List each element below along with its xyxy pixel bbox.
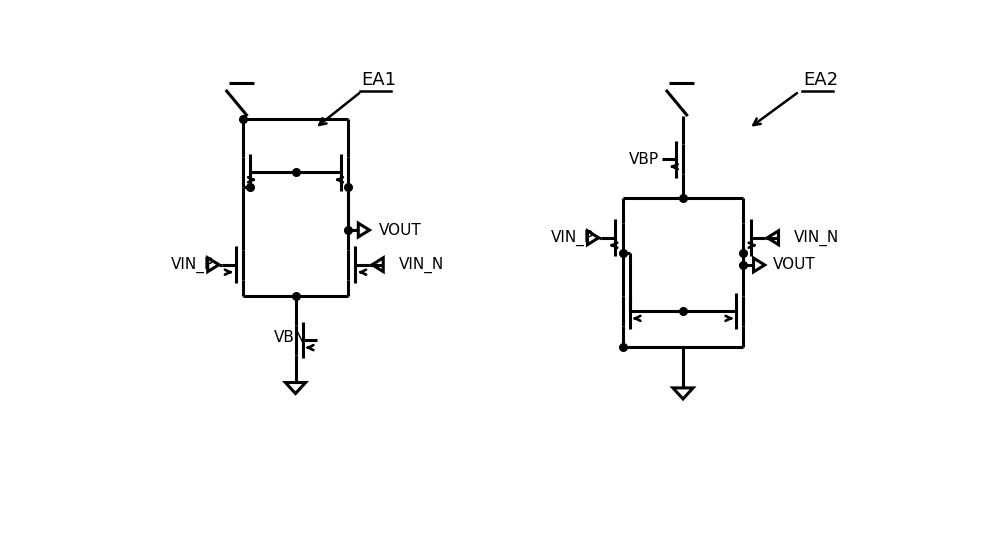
Text: VBN: VBN: [274, 330, 306, 344]
Text: EA2: EA2: [803, 71, 838, 89]
Text: VIN_P: VIN_P: [551, 230, 594, 246]
Text: VIN_N: VIN_N: [399, 257, 444, 273]
Text: VOUT: VOUT: [379, 222, 422, 238]
Text: VIN_P: VIN_P: [171, 257, 214, 273]
Text: VBP: VBP: [629, 152, 659, 166]
Text: EA1: EA1: [361, 71, 396, 89]
Text: VIN_N: VIN_N: [794, 230, 839, 246]
Text: VOUT: VOUT: [773, 257, 816, 273]
